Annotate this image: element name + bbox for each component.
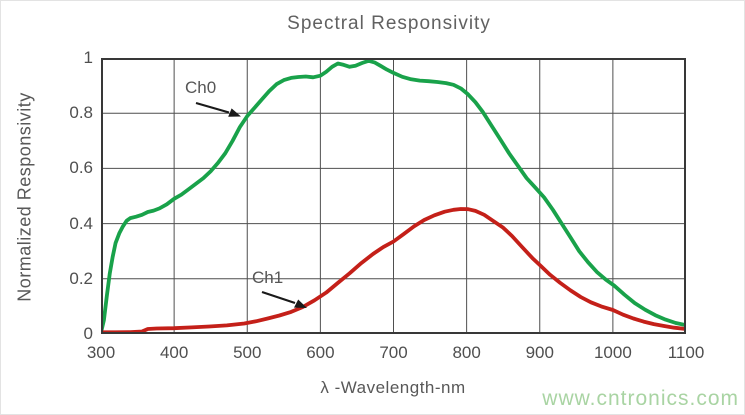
ch1-curve (101, 207, 686, 334)
x-tick-label-600: 600 (306, 343, 335, 362)
x-tick-label-300: 300 (86, 343, 116, 362)
plot-canvas (101, 58, 686, 334)
y-tick-label-0: 0 (83, 324, 93, 343)
y-tick-label-0.2: 0.2 (69, 268, 93, 288)
plot-frame (101, 58, 686, 334)
ch0-annotation-arrow-icon (195, 101, 241, 117)
ch0-curve (101, 58, 686, 334)
ch1-annotation-arrow-icon (261, 290, 307, 308)
y-tick-label-1: 1 (83, 48, 93, 67)
x-tick-label-500: 500 (233, 343, 262, 362)
ch1-series-label: Ch1 (252, 268, 284, 287)
x-tick-label-700: 700 (379, 343, 408, 362)
x-tick-label-400: 400 (159, 343, 189, 362)
y-tick-label-0.8: 0.8 (69, 103, 93, 123)
x-axis-title: λ -Wavelength-nm (320, 378, 466, 397)
y-axis-title: Normalized Responsivity (14, 92, 35, 302)
plot-area (101, 58, 686, 334)
y-tick-label-0.4: 0.4 (69, 213, 93, 233)
x-tick-label-800: 800 (452, 343, 481, 362)
watermark-text: www.cntronics.com (542, 387, 739, 410)
x-tick-label-1100: 1100 (667, 343, 705, 362)
ch0-series-label: Ch0 (185, 78, 217, 97)
y-tick-label-0.6: 0.6 (69, 158, 93, 178)
x-tick-label-1000: 1000 (593, 343, 632, 362)
x-tick-label-900: 900 (525, 343, 554, 362)
chart-title: Spectral Responsivity (287, 13, 491, 34)
